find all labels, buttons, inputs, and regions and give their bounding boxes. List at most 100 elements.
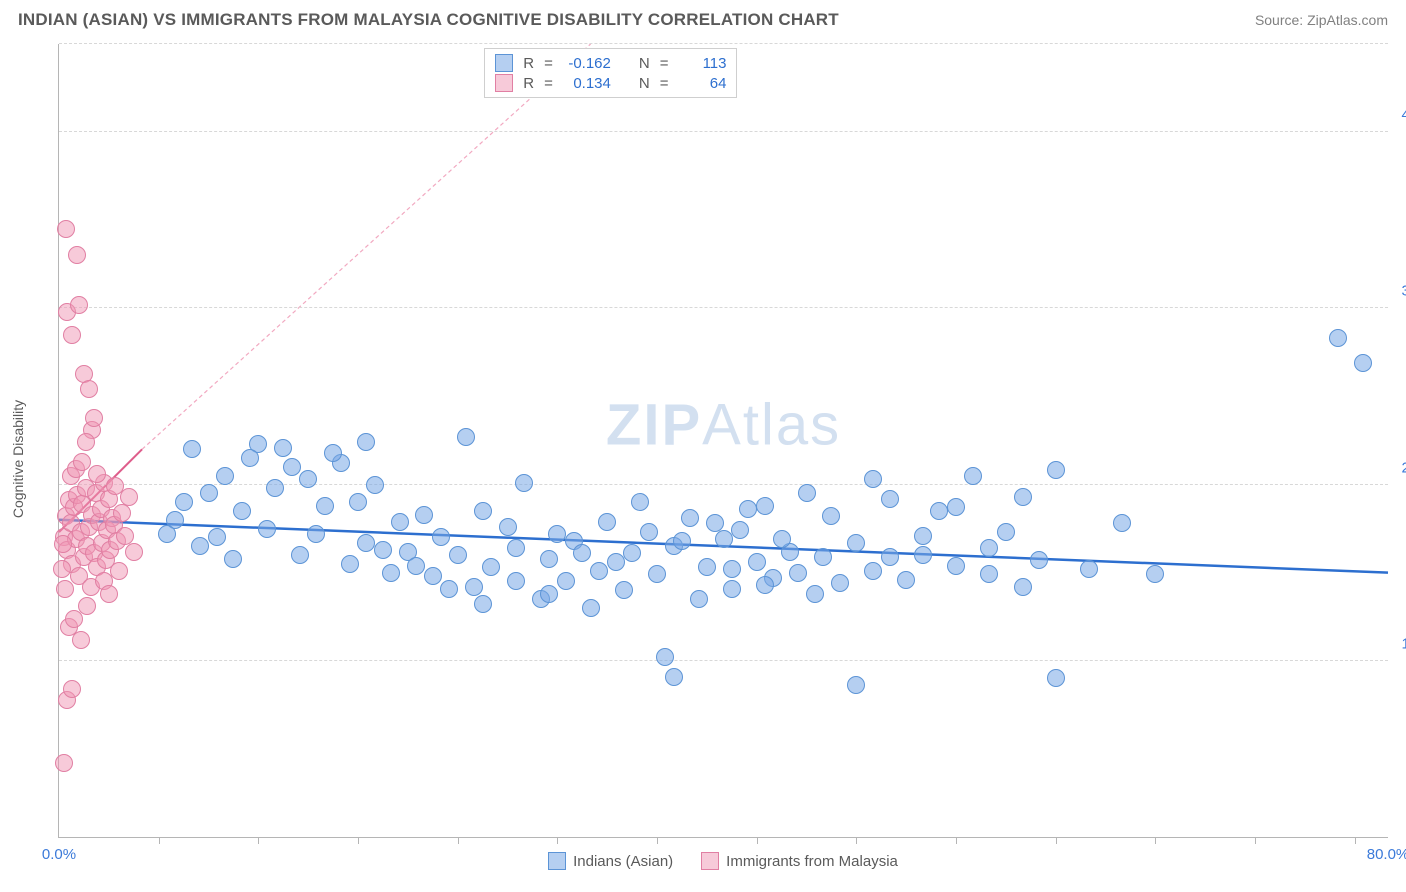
x-tick xyxy=(1355,837,1356,844)
scatter-point-a xyxy=(374,541,392,559)
x-tick xyxy=(258,837,259,844)
x-tick xyxy=(657,837,658,844)
scatter-point-a xyxy=(798,484,816,502)
x-tick xyxy=(1155,837,1156,844)
scatter-point-b xyxy=(56,580,74,598)
scatter-point-b xyxy=(120,488,138,506)
scatter-point-b xyxy=(78,597,96,615)
scatter-point-a xyxy=(748,553,766,571)
plot-area: ZIPAtlas R = -0.162 N = 113 R = 0.134 N xyxy=(58,44,1388,838)
scatter-point-a xyxy=(216,467,234,485)
scatter-point-a xyxy=(457,428,475,446)
scatter-point-a xyxy=(756,497,774,515)
scatter-point-a xyxy=(607,553,625,571)
gridline xyxy=(59,131,1388,132)
scatter-point-a xyxy=(208,528,226,546)
scatter-point-a xyxy=(175,493,193,511)
watermark: ZIPAtlas xyxy=(606,391,841,458)
scatter-point-a xyxy=(1014,578,1032,596)
scatter-point-a xyxy=(623,544,641,562)
gridline xyxy=(59,484,1388,485)
stat-eq: = xyxy=(660,75,669,92)
scatter-point-a xyxy=(274,439,292,457)
scatter-point-a xyxy=(449,546,467,564)
x-tick xyxy=(358,837,359,844)
scatter-point-a xyxy=(706,514,724,532)
scatter-point-a xyxy=(515,474,533,492)
scatter-point-a xyxy=(1146,565,1164,583)
scatter-point-a xyxy=(739,500,757,518)
stat-eq: = xyxy=(660,55,669,72)
x-tick xyxy=(757,837,758,844)
scatter-point-b xyxy=(125,543,143,561)
scatter-point-a xyxy=(756,576,774,594)
swatch-icon xyxy=(495,54,513,72)
scatter-point-a xyxy=(673,532,691,550)
stats-row: R = -0.162 N = 113 xyxy=(493,53,728,73)
scatter-point-a xyxy=(341,555,359,573)
scatter-point-a xyxy=(582,599,600,617)
scatter-point-b xyxy=(63,680,81,698)
scatter-point-a xyxy=(233,502,251,520)
scatter-point-a xyxy=(980,539,998,557)
x-tick xyxy=(159,837,160,844)
scatter-point-b xyxy=(80,380,98,398)
scatter-point-a xyxy=(864,562,882,580)
scatter-point-b xyxy=(72,631,90,649)
y-tick-label: 40.0% xyxy=(1393,107,1406,124)
scatter-point-a xyxy=(681,509,699,527)
scatter-point-a xyxy=(357,433,375,451)
scatter-point-a xyxy=(183,440,201,458)
scatter-point-a xyxy=(1329,329,1347,347)
scatter-point-a xyxy=(357,534,375,552)
scatter-point-a xyxy=(598,513,616,531)
x-tick xyxy=(956,837,957,844)
stat-r-value: 0.134 xyxy=(563,75,611,92)
x-tick xyxy=(1056,837,1057,844)
scatter-point-a xyxy=(349,493,367,511)
legend-label: Immigrants from Malaysia xyxy=(726,853,898,870)
scatter-point-a xyxy=(881,548,899,566)
scatter-point-a xyxy=(690,590,708,608)
scatter-point-a xyxy=(731,521,749,539)
gridline xyxy=(59,43,1388,44)
scatter-point-a xyxy=(590,562,608,580)
scatter-point-a xyxy=(391,513,409,531)
scatter-point-a xyxy=(499,518,517,536)
scatter-point-a xyxy=(831,574,849,592)
legend-label: Indians (Asian) xyxy=(573,853,673,870)
scatter-point-a xyxy=(881,490,899,508)
scatter-point-a xyxy=(200,484,218,502)
scatter-point-a xyxy=(648,565,666,583)
scatter-point-b xyxy=(110,562,128,580)
scatter-point-a xyxy=(415,506,433,524)
scatter-point-b xyxy=(85,409,103,427)
scatter-point-a xyxy=(631,493,649,511)
scatter-point-a xyxy=(665,668,683,686)
scatter-point-a xyxy=(474,595,492,613)
scatter-point-a xyxy=(698,558,716,576)
scatter-point-a xyxy=(241,449,259,467)
scatter-point-a xyxy=(947,498,965,516)
scatter-point-a xyxy=(640,523,658,541)
scatter-point-a xyxy=(191,537,209,555)
scatter-point-a xyxy=(656,648,674,666)
scatter-point-a xyxy=(382,564,400,582)
scatter-point-a xyxy=(307,525,325,543)
scatter-point-a xyxy=(822,507,840,525)
swatch-icon xyxy=(548,852,566,870)
stat-r-value: -0.162 xyxy=(563,55,611,72)
scatter-point-a xyxy=(980,565,998,583)
gridline xyxy=(59,660,1388,661)
x-tick xyxy=(1255,837,1256,844)
scatter-point-a xyxy=(847,676,865,694)
scatter-point-a xyxy=(266,479,284,497)
scatter-point-a xyxy=(914,527,932,545)
scatter-point-a xyxy=(299,470,317,488)
scatter-point-a xyxy=(847,534,865,552)
watermark-light: Atlas xyxy=(702,392,841,457)
scatter-point-a xyxy=(947,557,965,575)
stat-n-label: N xyxy=(639,55,650,72)
scatter-point-a xyxy=(806,585,824,603)
scatter-point-a xyxy=(507,539,525,557)
